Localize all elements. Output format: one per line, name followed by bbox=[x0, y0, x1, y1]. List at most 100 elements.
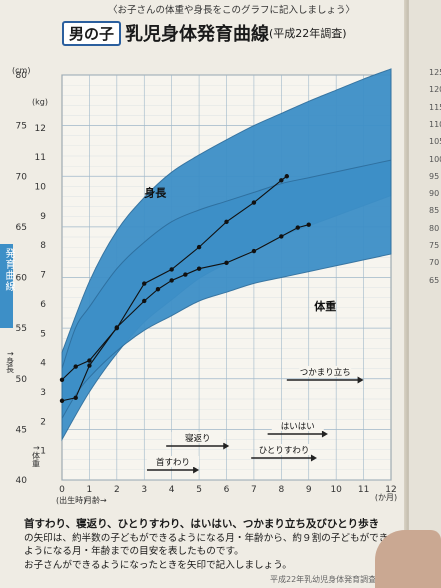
right-page-tick: 90 bbox=[429, 189, 440, 199]
data-point bbox=[87, 363, 92, 368]
data-point bbox=[73, 364, 78, 369]
thumb bbox=[375, 530, 441, 588]
x-tick: 2 bbox=[114, 485, 120, 495]
right-page-tick: 85 bbox=[429, 206, 440, 216]
data-point bbox=[196, 244, 202, 250]
right-page-tick: 105 bbox=[429, 137, 441, 147]
arrow-head bbox=[223, 442, 230, 450]
height-tick: 80 bbox=[16, 71, 28, 81]
title-row: 男の子 乳児身体発育曲線(平成22年調査) bbox=[62, 20, 347, 46]
milestone-label: つかまり立ち bbox=[300, 367, 351, 378]
x-tick: 3 bbox=[141, 485, 147, 495]
right-page-tick: 110 bbox=[429, 119, 441, 129]
chart-subtitle: (平成22年調査) bbox=[269, 27, 347, 40]
section-tab-label: 発育曲線 bbox=[3, 248, 14, 292]
weight-tick: 3 bbox=[40, 388, 46, 398]
milestone-label: 首すわり bbox=[156, 457, 190, 468]
milestone-label: はいはい bbox=[281, 422, 315, 432]
right-page-tick: 115 bbox=[429, 102, 441, 112]
arrow-head bbox=[357, 376, 364, 384]
data-point bbox=[155, 287, 161, 292]
right-page-tick: 80 bbox=[429, 223, 440, 233]
data-point bbox=[169, 278, 174, 283]
data-point bbox=[224, 260, 229, 266]
notes: 首すわり、寝返り、ひとりすわり、はいはい、つかまり立ち及びひとり歩き の矢印は、… bbox=[24, 518, 404, 572]
data-point bbox=[87, 358, 92, 363]
right-page: 125 120 115 110 105 100 95 90 85 80 75 70 65 bbox=[408, 0, 441, 588]
data-point bbox=[251, 248, 257, 254]
height-tick: 65 bbox=[16, 223, 27, 233]
milestone-label-bg bbox=[258, 444, 311, 455]
height-tick: 55 bbox=[16, 324, 27, 334]
arrow-head bbox=[193, 466, 200, 474]
x-tick: 7 bbox=[251, 485, 257, 495]
x-tick: 5 bbox=[196, 485, 202, 495]
weight-tick: 1 bbox=[40, 447, 46, 457]
weight-tick: 2 bbox=[40, 417, 46, 427]
weight-tick: 6 bbox=[40, 300, 46, 310]
x-tick: 11 bbox=[358, 485, 369, 495]
x-unit: (か月) bbox=[375, 493, 397, 502]
milestone-label-bg bbox=[147, 456, 200, 467]
x-tick: 9 bbox=[306, 485, 312, 495]
data-point bbox=[279, 234, 284, 239]
band-label: 身長 bbox=[144, 186, 167, 200]
data-point bbox=[284, 174, 290, 179]
data-point bbox=[169, 267, 174, 272]
book-gutter bbox=[404, 0, 410, 588]
instruction-text: 〈お子さんの体重や身長をこのグラフに記入しましょう〉 bbox=[108, 5, 356, 16]
notes-line: お子さんができるようになったときを矢印で記入しましょう。 bbox=[24, 559, 292, 571]
notes-line: ようになる月・年齢までの目安を表したものです。 bbox=[24, 546, 244, 557]
data-point bbox=[279, 178, 284, 183]
height-tick: 40 bbox=[16, 476, 28, 486]
milestone-label-bg bbox=[171, 432, 224, 443]
x-axis-label: 月齢→ bbox=[84, 495, 107, 505]
weight-unit: (kg) bbox=[32, 97, 48, 106]
arrow-head bbox=[310, 454, 317, 462]
weight-tick: 8 bbox=[40, 241, 46, 251]
data-point bbox=[251, 200, 257, 205]
data-point bbox=[196, 266, 202, 271]
height-tick: 45 bbox=[16, 425, 27, 435]
data-point bbox=[306, 222, 311, 227]
height-tick: 50 bbox=[16, 375, 28, 385]
right-page-tick: 75 bbox=[429, 241, 440, 250]
x-tick: 4 bbox=[169, 485, 175, 495]
x-tick: 0 bbox=[59, 485, 65, 495]
section-tab: 発育曲線 bbox=[0, 244, 14, 328]
weight-tick: 7 bbox=[40, 271, 46, 281]
data-point bbox=[59, 398, 65, 403]
height-unit: (cm) bbox=[12, 66, 30, 75]
weight-tick: 4 bbox=[40, 359, 46, 369]
boy-badge: 男の子 bbox=[62, 20, 122, 46]
data-point bbox=[59, 377, 65, 382]
milestone-label: ひとりすわり bbox=[259, 446, 310, 456]
x-tick: 6 bbox=[224, 485, 230, 495]
milestone-label-bg bbox=[271, 420, 324, 431]
x-zero-label: (出生時) bbox=[56, 495, 86, 505]
data-point bbox=[142, 298, 147, 304]
data-point bbox=[73, 395, 78, 401]
right-page-tick: 120 bbox=[429, 85, 441, 95]
x-tick: 8 bbox=[278, 485, 284, 495]
weight-tick: 10 bbox=[35, 183, 47, 193]
milestone-label: 寝返り bbox=[185, 433, 211, 444]
band-label: 体重 bbox=[314, 299, 336, 313]
weight-tick: 5 bbox=[40, 329, 46, 339]
right-page-tick: 95 bbox=[429, 171, 440, 181]
weight-tick: 9 bbox=[40, 212, 46, 222]
weight-axis-label: ↑体重 bbox=[32, 445, 41, 468]
chart-title: 乳児身体発育曲線 bbox=[125, 24, 270, 45]
arrow-head bbox=[321, 430, 328, 438]
x-tick: 12 bbox=[385, 485, 396, 495]
right-page-tick: 70 bbox=[429, 258, 440, 268]
height-tick: 75 bbox=[16, 122, 27, 132]
notes-line: の矢印は、約半数の子どもができるようになる月・年齢から、約９割の子どもができる bbox=[24, 532, 398, 544]
data-point bbox=[224, 219, 229, 225]
milestone-label-bg bbox=[299, 366, 352, 377]
x-tick: 10 bbox=[330, 485, 342, 495]
data-point bbox=[114, 325, 120, 330]
weight-tick: 11 bbox=[35, 153, 46, 163]
